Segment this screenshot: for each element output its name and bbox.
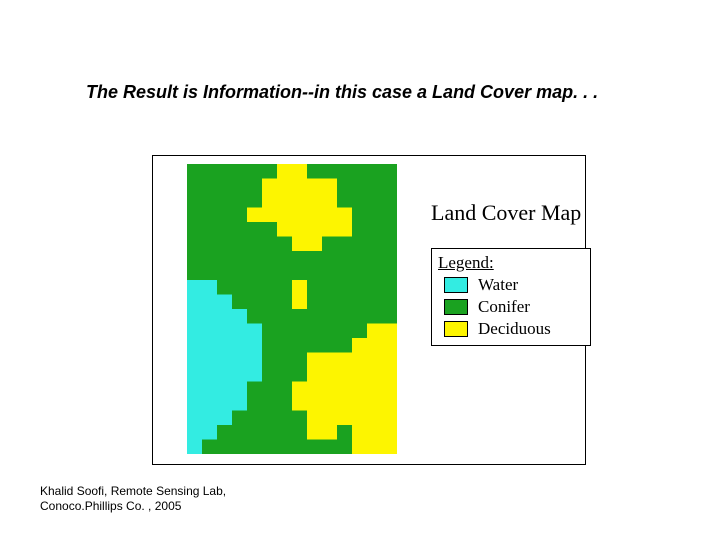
legend-label-deciduous: Deciduous [478, 319, 551, 339]
legend-label-conifer: Conifer [478, 297, 530, 317]
legend: Legend: Water Conifer Deciduous [431, 248, 591, 346]
legend-item-water: Water [438, 275, 584, 295]
legend-item-deciduous: Deciduous [438, 319, 584, 339]
footer-line-1: Khalid Soofi, Remote Sensing Lab, [40, 484, 226, 499]
figure-container: Land Cover Map Legend: Water Conifer Dec… [152, 155, 586, 465]
legend-swatch-water [444, 277, 468, 293]
land-cover-map [187, 164, 397, 454]
legend-swatch-deciduous [444, 321, 468, 337]
legend-swatch-conifer [444, 299, 468, 315]
slide-heading: The Result is Information--in this case … [86, 82, 598, 103]
attribution-footer: Khalid Soofi, Remote Sensing Lab, Conoco… [40, 484, 226, 514]
map-title: Land Cover Map [431, 200, 581, 226]
legend-label-water: Water [478, 275, 518, 295]
legend-item-conifer: Conifer [438, 297, 584, 317]
footer-line-2: Conoco.Phillips Co. , 2005 [40, 499, 226, 514]
legend-title: Legend: [438, 253, 584, 273]
